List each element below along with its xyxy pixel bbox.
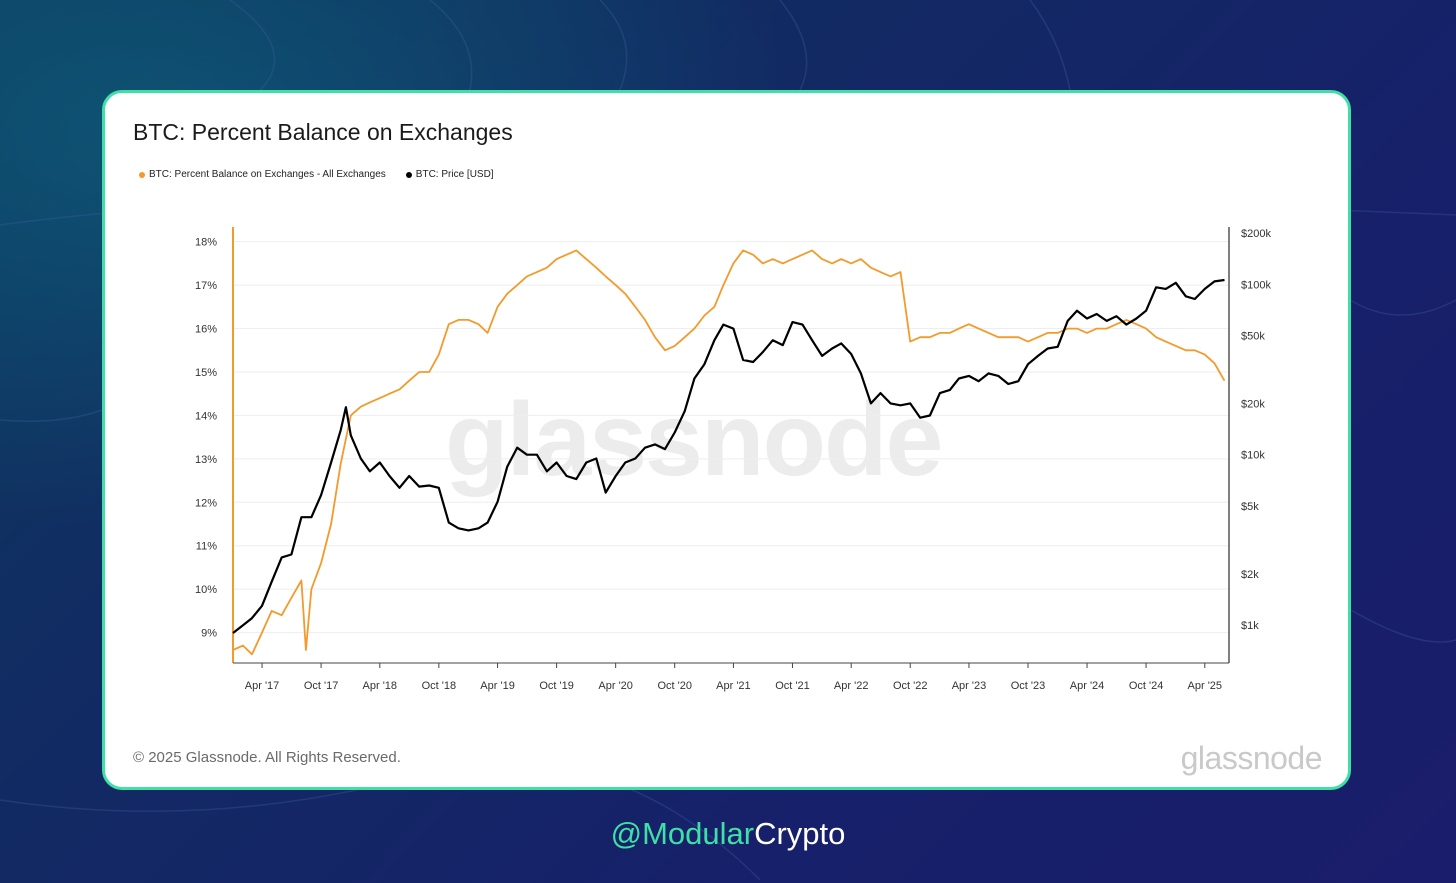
y-right-tick-label: $5k [1241,501,1259,513]
legend-label-balance: BTC: Percent Balance on Exchanges - All … [149,169,386,180]
y-left-tick-label: 12% [195,497,217,509]
series-line-price [232,278,1225,634]
handle-prefix: @ [610,816,643,851]
y-right-tick-label: $50k [1241,331,1265,343]
x-tick-label: Oct '21 [775,680,810,692]
x-tick-label: Oct '23 [1011,680,1046,692]
copyright-text: © 2025 Glassnode. All Rights Reserved. [133,749,401,766]
y-right-tick-label: $20k [1241,398,1265,410]
y-left-tick-label: 9% [201,628,217,640]
y-right-tick-label: $100k [1241,279,1271,291]
x-tick-label: Apr '25 [1188,680,1223,692]
x-tick-label: Oct '22 [893,680,928,692]
y-left-tick-label: 18% [195,237,217,249]
y-left-tick-label: 11% [196,541,217,553]
social-handle: @ModularCrypto [0,816,1456,852]
y-left-tick-label: 13% [195,454,217,466]
x-tick-label: Apr '22 [834,680,869,692]
handle-accent: Modular [642,816,755,851]
y-left-tick-label: 10% [195,584,217,596]
chart-card: glassnode BTC: Percent Balance on Exchan… [102,90,1351,790]
handle-suffix: Crypto [754,816,846,851]
glassnode-watermark: glassnode [445,382,943,498]
legend-dot-balance [139,171,145,178]
x-tick-label: Apr '20 [598,680,633,692]
x-tick-label: Oct '19 [539,680,574,692]
x-tick-label: Oct '20 [657,680,692,692]
x-tick-label: Apr '18 [363,680,398,692]
chart-plot: 9% 10% 11% 12% 13% 14% 15% 16% 17% 18% $1k $2k $5k $1… [195,227,1271,692]
x-tick-label: Apr '19 [480,680,515,692]
x-tick-label: Apr '17 [245,680,280,692]
legend-label-price: BTC: Price [USD] [415,169,494,180]
y-left-tick-label: 16% [195,324,217,336]
x-tick-label: Oct '17 [304,680,339,692]
y-right-tick-label: $1k [1241,620,1259,632]
y-left-tick-label: 14% [195,410,217,422]
y-right-tick-label: $2k [1241,569,1259,581]
y-right-tick-label: $10k [1241,450,1265,462]
y-left-tick-label: 15% [195,367,217,379]
x-tick-label: Oct '24 [1129,680,1164,692]
x-tick-label: Apr '21 [716,680,751,692]
series-line-balance [232,249,1226,656]
legend: BTC: Percent Balance on Exchanges - All … [139,169,494,180]
legend-dot-price [405,171,412,178]
x-tick-label: Apr '24 [1070,680,1105,692]
x-tick-label: Oct '18 [422,680,457,692]
glassnode-logo: glassnode [1180,740,1323,776]
legend-item-balance[interactable]: BTC: Percent Balance on Exchanges - All … [139,169,386,180]
y-left-tick-label: 17% [195,280,217,292]
legend-item-price[interactable]: BTC: Price [USD] [405,169,494,180]
chart-title: BTC: Percent Balance on Exchanges [133,119,513,145]
x-tick-label: Apr '23 [952,680,987,692]
y-right-tick-label: $200k [1241,228,1271,240]
